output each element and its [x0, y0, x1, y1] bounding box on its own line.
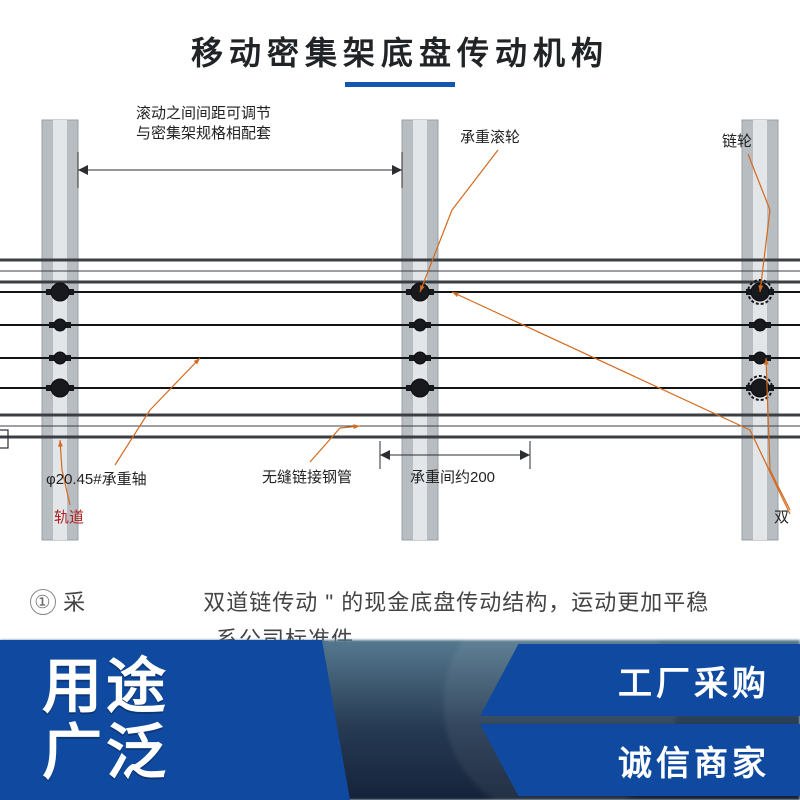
- promo-left-badge: 用途 广泛: [0, 640, 350, 800]
- caption-line-1: ① 采 双道链传动 " 的现金底盘传动结构，运动更加平稳: [30, 585, 780, 620]
- caption-number-1: ①: [30, 589, 56, 615]
- page-root: 移动密集架底盘传动机构 滚动之间间距可调节 与密集架规格相配套 承重滚轮 链轮 …: [0, 0, 800, 800]
- promo-left-line2: 广泛: [42, 720, 350, 786]
- diagram-svg: [0, 110, 800, 590]
- note-adjustable-spacing: 滚动之间间距可调节 与密集架规格相配套: [136, 104, 271, 145]
- promo-right-b: 诚信商家: [480, 724, 800, 796]
- label-dual-chain-fragment: 双: [774, 508, 789, 528]
- label-bearing-wheel: 承重滚轮: [460, 128, 520, 148]
- promo-overlay: 用途 广泛 工厂采购 诚信商家: [0, 640, 800, 800]
- overlay-bg: [0, 640, 800, 800]
- label-seamless-pipe: 无缝链接钢管: [262, 468, 352, 488]
- page-title: 移动密集架底盘传动机构: [0, 28, 800, 74]
- label-bearing-axle: φ20.45#承重轴: [46, 470, 147, 490]
- title-underline: [345, 82, 455, 87]
- label-track: 轨道: [54, 508, 84, 528]
- caption-line-2: 系公司标准件。: [30, 622, 780, 657]
- transmission-diagram: 滚动之间间距可调节 与密集架规格相配套 承重滚轮 链轮 φ20.45#承重轴 轨…: [0, 110, 800, 590]
- label-sprocket: 链轮: [722, 132, 752, 152]
- label-spacing-dim: 承重间约200: [410, 468, 495, 488]
- promo-left-line1: 用途: [42, 654, 350, 720]
